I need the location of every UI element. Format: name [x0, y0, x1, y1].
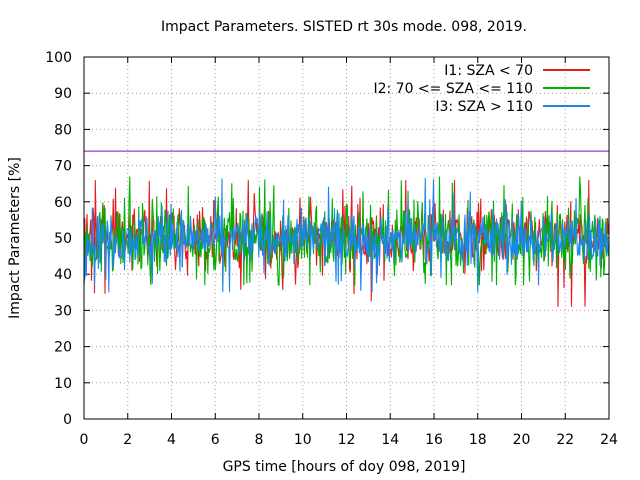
x-axis-label: GPS time [hours of doy 098, 2019] — [223, 459, 466, 475]
series-3 — [83, 177, 610, 293]
legend-label-2: I2: 70 <= SZA <= 110 — [373, 81, 533, 97]
legend-label-1: I1: SZA < 70 — [444, 63, 533, 79]
y-tick-label: 40 — [54, 267, 72, 283]
series-area — [83, 176, 610, 307]
plot-frame — [83, 56, 610, 420]
y-tick-label: 70 — [54, 159, 72, 175]
y-tick-label: 20 — [54, 340, 72, 356]
y-tick-label: 30 — [54, 303, 72, 319]
x-tick-label: 24 — [600, 432, 618, 448]
y-axis-ticks: 0 10 20 30 40 50 60 70 80 90 100 — [45, 50, 609, 428]
x-tick-label: 18 — [469, 432, 487, 448]
x-tick-label: 12 — [338, 432, 356, 448]
x-tick-label: 2 — [123, 432, 132, 448]
y-tick-label: 0 — [63, 412, 72, 428]
x-axis-ticks: 0 2 4 6 8 10 12 14 16 18 20 22 24 — [80, 57, 618, 448]
y-tick-label: 50 — [54, 231, 72, 247]
y-tick-label: 100 — [45, 50, 72, 66]
x-tick-label: 16 — [425, 432, 443, 448]
x-tick-label: 14 — [381, 432, 399, 448]
legend: I1: SZA < 70 I2: 70 <= SZA <= 110 I3: SZA … — [373, 63, 590, 115]
x-tick-label: 8 — [255, 432, 264, 448]
x-tick-label: 22 — [556, 432, 574, 448]
legend-label-3: I3: SZA > 110 — [435, 99, 533, 115]
y-axis-label: Impact Parameters [%] — [7, 157, 23, 319]
y-tick-label: 10 — [54, 376, 72, 392]
chart-title: Impact Parameters. SISTED rt 30s mode. 0… — [161, 19, 527, 35]
y-tick-label: 80 — [54, 122, 72, 138]
x-tick-label: 6 — [211, 432, 220, 448]
x-tick-label: 20 — [513, 432, 531, 448]
x-tick-label: 0 — [80, 432, 89, 448]
x-tick-label: 10 — [294, 432, 312, 448]
y-tick-label: 60 — [54, 195, 72, 211]
y-tick-label: 90 — [54, 86, 72, 102]
x-tick-label: 4 — [167, 432, 176, 448]
series-3-line — [83, 177, 610, 293]
